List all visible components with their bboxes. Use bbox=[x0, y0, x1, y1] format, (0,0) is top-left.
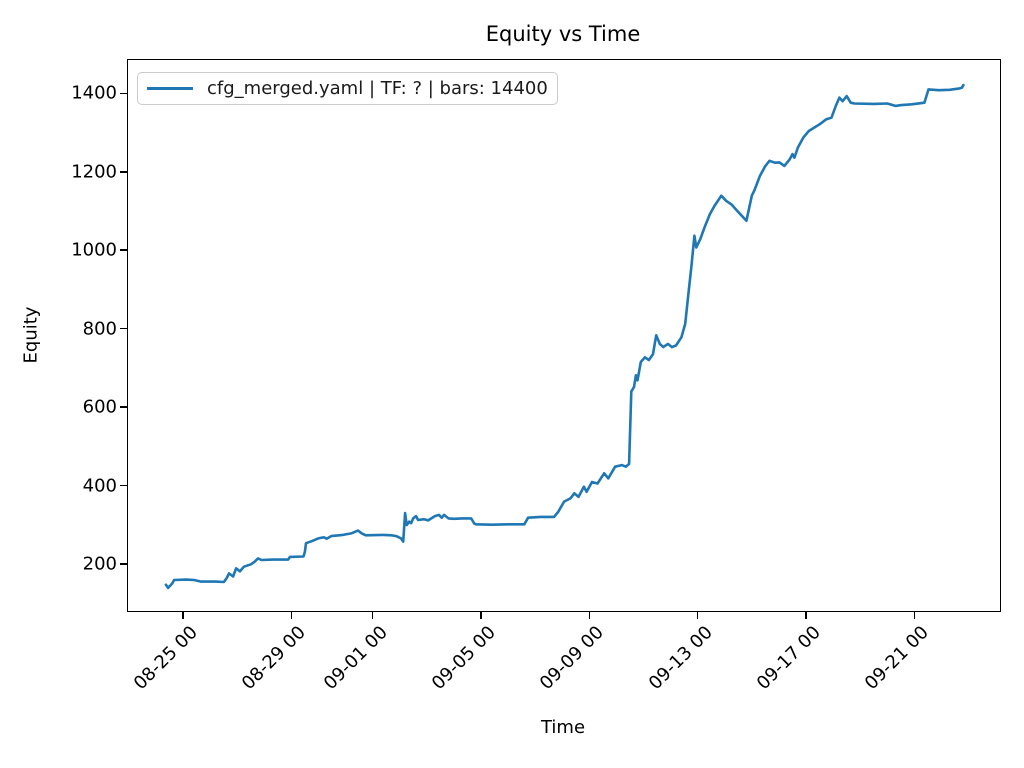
y-tick-label: 600 bbox=[82, 396, 117, 418]
x-tick-mark bbox=[913, 612, 916, 619]
x-tick-label: 08-29 00 bbox=[238, 622, 311, 695]
chart-title: Equity vs Time bbox=[485, 22, 641, 46]
x-tick-label: 09-17 00 bbox=[752, 622, 825, 695]
x-tick-mark bbox=[696, 612, 699, 619]
x-tick-label: 09-01 00 bbox=[319, 622, 392, 695]
y-tick-label: 1400 bbox=[71, 82, 117, 104]
y-tick-mark bbox=[120, 563, 127, 565]
y-tick-mark bbox=[120, 92, 127, 95]
y-axis-label: Equity bbox=[20, 306, 42, 364]
legend-label: cfg_merged.yaml | TF: ? | bars: 14400 bbox=[207, 78, 548, 99]
y-tick-label: 1000 bbox=[71, 239, 117, 261]
y-tick-label: 200 bbox=[82, 553, 117, 575]
y-tick-mark bbox=[120, 327, 127, 330]
x-tick-mark bbox=[290, 612, 293, 619]
x-tick-label: 08-25 00 bbox=[129, 622, 202, 695]
x-tick-mark bbox=[182, 612, 184, 619]
equity-line-series bbox=[164, 83, 965, 590]
y-tick-mark bbox=[120, 171, 127, 173]
x-tick-label: 09-09 00 bbox=[536, 622, 609, 695]
y-tick-label: 800 bbox=[82, 318, 117, 340]
x-tick-mark bbox=[371, 612, 374, 619]
y-tick-mark bbox=[120, 249, 127, 251]
plot-area: cfg_merged.yaml | TF: ? | bars: 14400 20… bbox=[71, 59, 1001, 694]
y-tick-mark bbox=[120, 484, 127, 487]
x-tick-mark bbox=[480, 612, 482, 619]
x-tick-label: 09-05 00 bbox=[427, 622, 500, 695]
x-tick-mark bbox=[805, 612, 807, 619]
y-tick-mark bbox=[120, 406, 127, 408]
y-tick-label: 400 bbox=[82, 475, 117, 496]
legend-line-swatch-icon bbox=[147, 87, 193, 90]
x-tick-mark bbox=[588, 612, 591, 619]
legend: cfg_merged.yaml | TF: ? | bars: 14400 bbox=[137, 72, 558, 105]
y-tick-label: 1200 bbox=[71, 161, 117, 183]
x-tick-label: 09-21 00 bbox=[861, 622, 934, 695]
x-axis-label: Time bbox=[540, 717, 586, 738]
x-tick-label: 09-13 00 bbox=[644, 622, 717, 695]
